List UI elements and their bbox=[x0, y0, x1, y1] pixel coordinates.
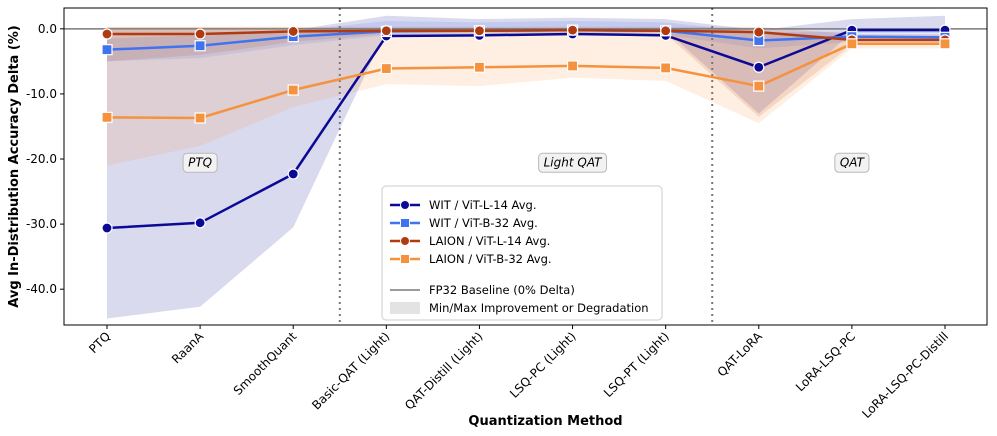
series-1-point-2 bbox=[194, 217, 206, 229]
series-line-1 bbox=[106, 28, 945, 230]
plot-guides bbox=[64, 8, 987, 325]
legend-baseline-label: FP32 Baseline (0% Delta) bbox=[429, 283, 575, 297]
series-3-point-6 bbox=[566, 24, 579, 36]
series-2-point-2 bbox=[194, 40, 206, 52]
x-axis-label: Quantization Method bbox=[468, 414, 622, 429]
series-lines bbox=[101, 24, 951, 234]
series-3-point-1 bbox=[101, 28, 113, 40]
series-4-point-7 bbox=[660, 62, 672, 74]
x-tick-label-8: QAT-LoRA bbox=[715, 329, 766, 380]
series-3-point-7 bbox=[660, 25, 672, 37]
legend-box bbox=[381, 185, 663, 321]
x-tick-label-5: QAT-Distill (Light) bbox=[402, 329, 485, 412]
legend-marker-4 bbox=[400, 254, 410, 264]
legend-marker-2 bbox=[400, 218, 410, 228]
band-4 bbox=[107, 26, 945, 166]
x-tick-label-9: LoRA-LSQ-PC bbox=[793, 329, 858, 394]
region-labels: PTQ Light QAT QAT bbox=[182, 152, 870, 173]
x-tick-label-10: LoRA-LSQ-PC-Distill bbox=[859, 329, 951, 421]
series-3-point-5 bbox=[473, 25, 486, 37]
series-4-point-1 bbox=[101, 111, 113, 123]
legend-band-label: Min/Max Improvement or Degradation bbox=[429, 301, 649, 315]
x-tick-label-4: Basic-QAT (Light) bbox=[309, 329, 392, 412]
legend: WIT / ViT-L-14 Avg. WIT / ViT-B-32 Avg. LA… bbox=[381, 185, 663, 321]
region-box-3 bbox=[834, 152, 870, 173]
series-line-4 bbox=[106, 42, 945, 120]
legend-label-2: WIT / ViT-B-32 Avg. bbox=[429, 216, 538, 230]
region-box-1 bbox=[182, 152, 218, 173]
y-tick-label-1: 0.0 bbox=[38, 22, 57, 36]
region-label-3: QAT bbox=[840, 155, 866, 169]
legend-label-3: LAION / ViT-L-14 Avg. bbox=[429, 234, 550, 248]
region-box-2 bbox=[538, 152, 607, 173]
series-4-point-9 bbox=[846, 38, 858, 50]
plot-frame bbox=[63, 7, 988, 326]
band-3 bbox=[107, 26, 945, 117]
y-tick-label-4: -30.0 bbox=[26, 217, 57, 231]
legend-label-4: LAION / ViT-B-32 Avg. bbox=[429, 252, 552, 266]
series-3-point-8 bbox=[753, 26, 765, 38]
x-tick-label-7: LSQ-PT (Light) bbox=[601, 329, 672, 400]
band-1 bbox=[107, 15, 945, 319]
x-tick-label-3: SmoothQuant bbox=[231, 329, 300, 398]
y-tick-label-5: -40.0 bbox=[26, 282, 57, 296]
region-label-1: PTQ bbox=[188, 155, 212, 169]
series-line-3 bbox=[107, 28, 945, 42]
series-3-point-2 bbox=[194, 28, 206, 40]
series-4-point-8 bbox=[753, 80, 765, 92]
x-tick-label-1: PTQ bbox=[86, 329, 113, 356]
y-tick-label-2: -10.0 bbox=[26, 87, 57, 101]
series-1-point-8 bbox=[753, 61, 765, 73]
series-1-point-3 bbox=[287, 168, 299, 180]
series-4-point-6 bbox=[566, 60, 579, 72]
legend-marker-1 bbox=[400, 200, 410, 210]
series-1-point-1 bbox=[101, 222, 113, 234]
series-4-point-2 bbox=[194, 112, 206, 124]
series-2-point-1 bbox=[101, 44, 113, 56]
region-label-2: Light QAT bbox=[544, 155, 604, 169]
legend-label-1: WIT / ViT-L-14 Avg. bbox=[429, 198, 537, 212]
series-4-point-5 bbox=[473, 61, 486, 73]
series-4-point-3 bbox=[287, 84, 299, 96]
series-4-point-4 bbox=[380, 62, 392, 75]
legend-band-swatch bbox=[390, 302, 420, 314]
series-3-point-4 bbox=[380, 25, 392, 37]
legend-marker-3 bbox=[400, 236, 410, 246]
y-tick-label-3: -20.0 bbox=[26, 152, 57, 166]
series-3-point-3 bbox=[287, 25, 299, 38]
x-tick-label-6: LSQ-PC (Light) bbox=[507, 329, 579, 401]
x-tick-label-2: RaanA bbox=[169, 329, 207, 367]
y-axis-label: Avg In-Distribution Accuracy Delta (%) bbox=[7, 25, 22, 308]
series-4-point-10 bbox=[939, 38, 951, 50]
